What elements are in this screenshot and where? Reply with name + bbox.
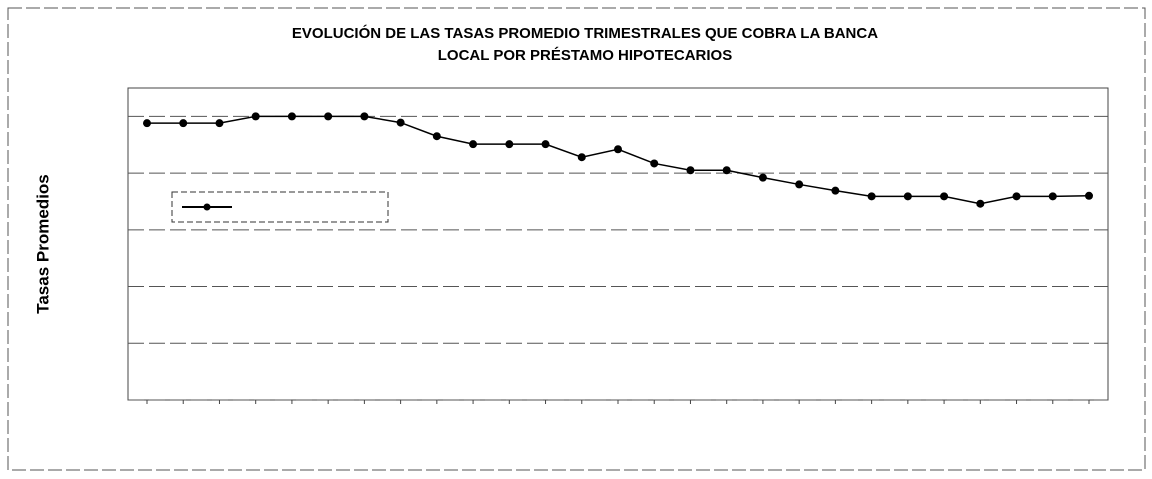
data-point [251, 112, 260, 121]
data-point [976, 199, 985, 208]
legend-marker [203, 203, 211, 211]
data-point [903, 192, 912, 201]
data-point [722, 166, 731, 175]
data-point [795, 180, 804, 189]
data-point [360, 112, 369, 121]
data-point [469, 140, 478, 149]
legend [171, 191, 389, 223]
data-point [396, 118, 405, 127]
data-point [541, 140, 550, 149]
data-point [650, 159, 659, 168]
data-point [577, 153, 586, 162]
data-point [505, 140, 514, 149]
data-point [1085, 191, 1093, 200]
data-point [324, 112, 333, 121]
data-point [179, 119, 188, 128]
data-point [432, 132, 441, 141]
data-point [143, 119, 151, 128]
data-point [686, 166, 695, 175]
chart-title: LOCAL POR PRÉSTAMO HIPOTECARIOS [438, 47, 732, 64]
outer-frame [7, 7, 1146, 471]
data-point [758, 173, 767, 182]
data-point [867, 192, 876, 201]
data-point [1012, 192, 1021, 201]
chart-title: EVOLUCIÓN DE LAS TASAS PROMEDIO TRIMESTR… [292, 24, 878, 42]
data-point [940, 192, 949, 201]
data-point [1048, 192, 1057, 201]
data-point [831, 186, 840, 195]
data-point [614, 145, 622, 154]
data-point [287, 112, 296, 121]
series-line [147, 115, 1090, 205]
data-point [215, 119, 224, 128]
y-axis-label: Tasas Promedios [33, 174, 52, 314]
plot-frame [127, 87, 1109, 401]
